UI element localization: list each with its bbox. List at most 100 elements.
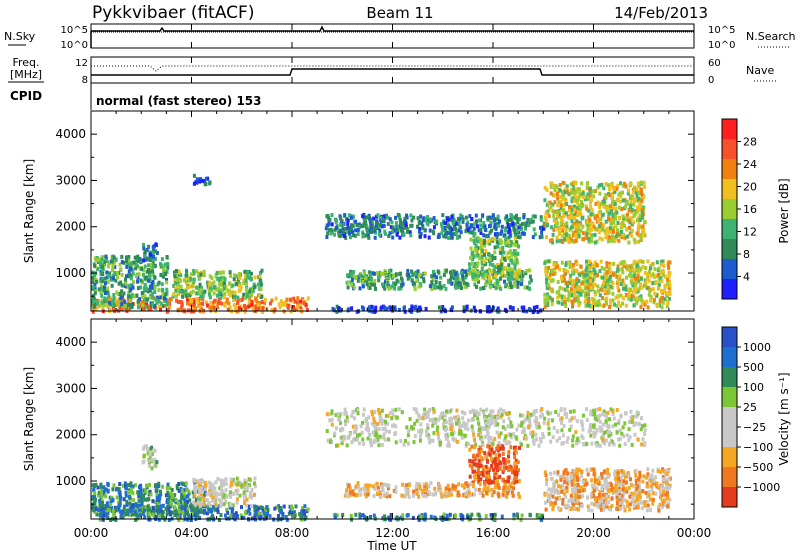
range-gate-cell [143,249,147,254]
range-gate-cell [241,296,245,301]
range-gate-cell [588,277,592,281]
range-gate-cell [560,217,563,222]
range-gate-cell [363,217,367,222]
range-gate-cell [224,499,228,504]
range-gate-cell [496,214,500,219]
range-gate-cell [589,411,593,416]
range-gate-cell [119,495,123,500]
range-gate-cell [606,278,610,283]
range-gate-cell [457,431,461,436]
range-gate-cell [258,275,262,280]
range-gate-cell [243,269,247,274]
range-gate-cell [260,268,264,273]
range-gate-cell [432,273,436,278]
range-gate-cell [578,194,582,199]
range-gate-cell [630,215,634,220]
range-gate-cell [634,283,637,288]
range-gate-cell [651,262,654,267]
range-gate-cell [635,280,639,285]
range-gate-cell [132,498,136,503]
range-gate-cell [376,271,380,276]
range-gate-cell [504,228,507,233]
range-gate-cell [444,221,447,226]
range-gate-cell [204,504,208,509]
range-gate-cell [631,228,634,233]
range-gate-cell [572,198,576,203]
range-gate-cell [455,281,459,286]
range-gate-cell [661,288,665,293]
range-gate-cell [558,238,562,243]
range-gate-cell [395,232,399,237]
range-gate-cell [394,424,398,429]
range-gate-cell [356,228,360,232]
range-gate-cell [145,248,149,252]
range-gate-cell [213,298,217,303]
range-gate-cell [147,512,151,517]
range-gate-cell [450,235,454,240]
range-gate-cell [488,262,492,267]
range-gate-cell [386,422,389,427]
range-gate-cell [151,280,155,285]
range-gate-cell [608,235,612,240]
range-gate-cell [483,252,487,257]
range-gate-cell [128,298,132,303]
range-gate-cell [532,227,536,232]
range-gate-cell [298,304,302,309]
range-gate-cell [218,486,222,491]
range-gate-cell [242,280,246,285]
range-gate-cell [668,288,672,293]
range-gate-cell [363,271,367,276]
range-gate-cell [378,228,382,233]
range-gate-cell [105,302,109,306]
range-gate-cell [387,437,391,442]
range-gate-cell [147,263,151,268]
range-gate-cell [590,234,594,239]
range-gate-cell [547,283,551,288]
range-gate-cell [614,295,618,300]
range-gate-cell [434,280,438,284]
range-gate-cell [626,234,630,239]
range-gate-cell [436,269,440,274]
range-gate-cell [620,261,624,266]
range-gate-cell [428,407,432,412]
range-gate-cell [471,257,474,262]
range-gate-cell [338,234,342,239]
range-gate-cell [600,182,604,187]
range-gate-cell [643,278,647,283]
range-gate-cell [471,262,474,266]
range-gate-cell [508,223,512,227]
range-gate-cell [558,436,562,441]
range-gate-cell [341,227,345,232]
range-gate-cell [503,233,507,238]
range-gate-cell [469,223,473,228]
range-gate-cell [490,254,494,259]
range-gate-cell [613,302,617,307]
range-gate-cell [413,281,417,286]
range-gate-cell [255,505,259,510]
range-gate-cell [460,424,464,428]
range-gate-cell [208,489,212,494]
range-gate-cell [177,501,180,506]
range-gate-cell [590,239,594,244]
range-gate-cell [417,229,421,234]
range-gate-cell [593,216,597,221]
range-gate-cell [469,237,473,242]
range-gate-cell [452,276,456,280]
range-gate-cell [462,305,466,310]
range-gate-cell [460,410,464,415]
range-gate-cell [258,292,262,297]
range-gate-cell [136,504,140,509]
range-gate-cell [612,272,616,277]
range-gate-cell [604,231,608,235]
range-gate-cell [151,301,155,306]
range-gate-cell [536,423,540,427]
range-gate-cell [142,446,145,451]
range-gate-cell [613,202,617,206]
range-gate-cell [489,285,493,290]
range-gate-cell [116,300,120,305]
range-gate-cell [206,504,210,509]
range-gate-cell [358,224,362,229]
range-gate-cell [148,258,152,262]
range-gate-cell [509,420,513,425]
range-gate-cell [212,291,216,296]
